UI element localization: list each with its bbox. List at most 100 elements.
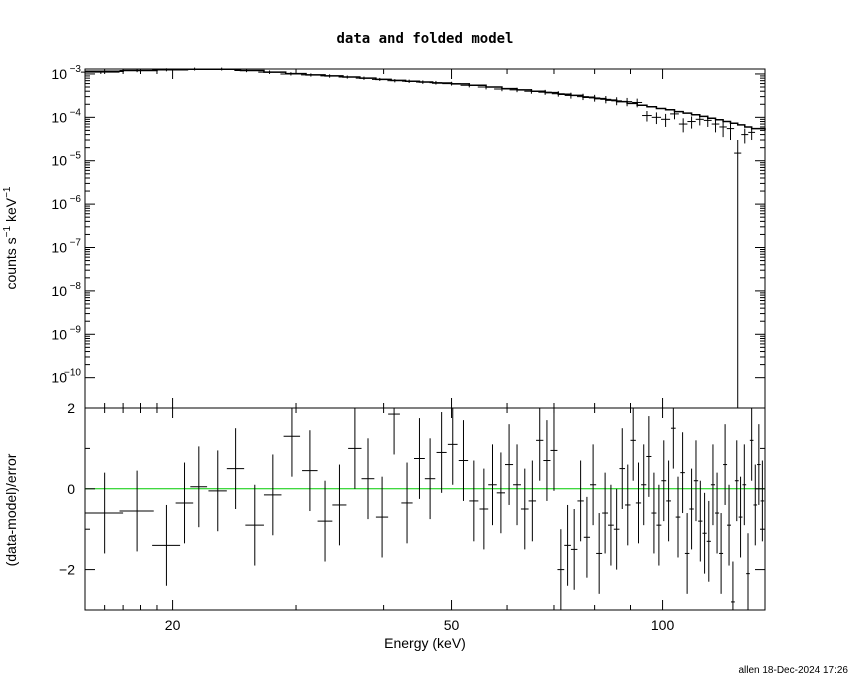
residual-point: [693, 440, 699, 522]
residual-point: [710, 444, 716, 526]
top-x-ticks: [84, 69, 664, 408]
residual-point: [317, 480, 333, 562]
data-point: [402, 79, 417, 83]
data-point: [460, 83, 478, 88]
data-point: [678, 118, 688, 133]
residual-point: [226, 428, 245, 509]
residual-point: [698, 480, 703, 562]
data-point: [494, 87, 510, 92]
residual-point: [577, 460, 584, 542]
residual-point: [119, 470, 154, 552]
residual-point: [689, 468, 694, 550]
x-tick-label: 100: [651, 617, 675, 633]
residual-point: [602, 472, 609, 554]
bottom-y-tick-label: −2: [59, 562, 75, 578]
residual-point: [675, 476, 681, 558]
bottom-plot-frame: [84, 407, 766, 611]
data-point: [524, 88, 539, 94]
residual-point: [656, 484, 662, 566]
residual-point: [388, 408, 400, 455]
residual-point: [401, 462, 413, 544]
residual-point: [550, 410, 558, 491]
data-point: [509, 87, 525, 93]
top-y-tick-label: 10: [51, 153, 67, 169]
data-point: [234, 69, 259, 73]
top-y-tick-exponent: −5: [70, 151, 82, 162]
residual-point: [590, 444, 597, 526]
residual-point: [670, 408, 676, 469]
residual-point: [625, 464, 631, 546]
residual-point: [661, 440, 667, 522]
data-point: [338, 75, 356, 79]
residual-point: [646, 416, 652, 497]
top-y-tick-exponent: −10: [64, 368, 81, 379]
data-point: [180, 67, 209, 71]
data-point: [726, 121, 735, 141]
top-plot-frame: [84, 68, 766, 409]
residual-point: [245, 484, 264, 566]
data-point: [661, 113, 671, 127]
top-y-tick-exponent: −4: [70, 107, 82, 118]
residual-points: [85, 408, 765, 610]
residual-point: [302, 430, 318, 512]
residual-point: [283, 408, 301, 477]
top-y-tick-exponent: −6: [70, 194, 82, 205]
residual-point: [619, 428, 626, 509]
residual-point: [613, 488, 620, 570]
residual-point: [757, 424, 761, 505]
residual-point: [680, 432, 685, 514]
data-point: [371, 77, 388, 81]
residual-point: [520, 468, 529, 550]
residual-point: [723, 424, 728, 505]
residual-point: [570, 509, 578, 590]
data-point: [551, 91, 565, 97]
top-panel: 10−310−410−510−610−710−810 −910−10 counts…: [2, 64, 766, 409]
top-y-tick-label: 10: [51, 109, 67, 125]
data-point: [416, 80, 430, 84]
data-point: [538, 89, 552, 95]
x-tick-label: 50: [444, 617, 460, 633]
top-y-tick-label: 10: [51, 66, 67, 82]
data-point: [80, 70, 120, 74]
residual-point: [447, 408, 458, 485]
residual-point: [715, 472, 720, 554]
data-point: [588, 94, 601, 102]
residual-point: [85, 472, 124, 554]
data-point: [477, 84, 495, 90]
residual-point: [332, 464, 347, 546]
top-y-tick-exponent: −9: [70, 324, 82, 335]
data-point: [387, 79, 403, 83]
data-point: [429, 80, 443, 85]
residual-point: [436, 412, 447, 493]
residual-point: [469, 460, 479, 542]
residual-point: [730, 561, 735, 610]
residual-point: [528, 460, 537, 542]
residual-point: [651, 472, 657, 554]
residual-point: [543, 420, 551, 501]
data-point: [258, 70, 281, 74]
data-point: [734, 140, 742, 408]
residual-point: [734, 440, 739, 522]
top-y-tick-label: 10: [51, 370, 67, 386]
residual-point: [505, 424, 514, 505]
residual-point: [496, 452, 506, 534]
residual-point: [666, 460, 671, 542]
residual-point: [175, 462, 194, 544]
residual-point: [513, 444, 521, 526]
x-tick-label: 20: [165, 617, 181, 633]
residual-point: [424, 438, 436, 520]
top-y-axis-label: counts s−1 keV−1: [2, 186, 19, 289]
top-y-tick-label: 10: [51, 283, 67, 299]
top-y-tick-label: 10: [51, 240, 67, 256]
data-point: [564, 92, 578, 99]
residual-point: [557, 529, 565, 610]
residual-point: [706, 500, 711, 582]
residual-point: [702, 492, 707, 574]
data-point: [611, 97, 622, 106]
bottom-y-tick-label: 2: [67, 400, 75, 416]
residual-point: [536, 408, 544, 481]
data-point: [280, 72, 302, 76]
residual-point: [727, 484, 731, 566]
data-point: [748, 126, 756, 141]
